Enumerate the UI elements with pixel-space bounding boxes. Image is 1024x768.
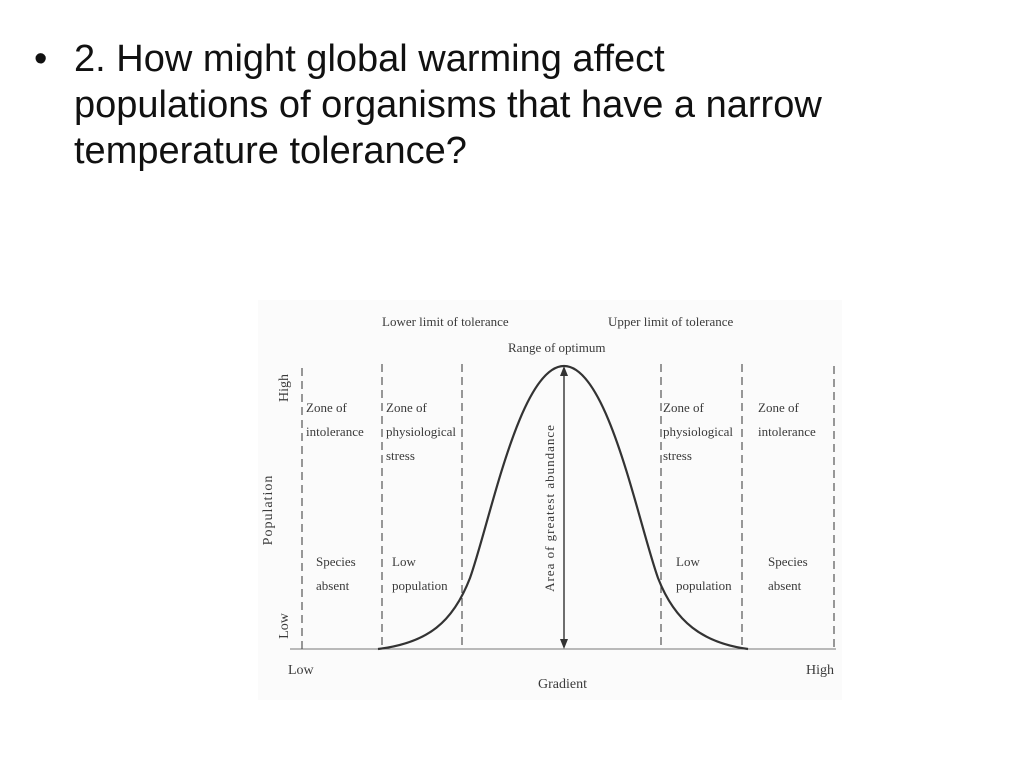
x-axis-high-label: High — [806, 663, 834, 678]
zone-left-intolerance-line1: Zone of — [306, 400, 347, 415]
zone-right-stress-line3: stress — [663, 448, 692, 463]
y-axis-title: Population — [261, 475, 276, 546]
abundance-arrow-head-top — [560, 366, 568, 376]
x-axis-low-label: Low — [288, 663, 315, 678]
note-left-low-line1: Low — [392, 554, 416, 569]
bullet-marker: • — [34, 38, 48, 80]
question-text: 2. How might global warming affect popul… — [74, 38, 822, 172]
note-left-absent-line2: absent — [316, 578, 350, 593]
slide-question: • 2. How might global warming affect pop… — [34, 36, 854, 174]
note-left-low-line2: population — [392, 578, 448, 593]
note-right-low-line2: population — [676, 578, 732, 593]
zone-right-intolerance-line2: intolerance — [758, 424, 816, 439]
tolerance-diagram-svg: Lower limit of tolerance Upper limit of … — [261, 314, 836, 692]
note-right-absent-line1: Species — [768, 554, 808, 569]
zone-right-intolerance-line1: Zone of — [758, 400, 799, 415]
upper-limit-label: Upper limit of tolerance — [608, 314, 733, 329]
zone-left-stress-line1: Zone of — [386, 400, 427, 415]
lower-limit-label: Lower limit of tolerance — [382, 314, 509, 329]
zone-left-stress-line2: physiological — [386, 424, 456, 439]
tolerance-diagram: Lower limit of tolerance Upper limit of … — [258, 300, 842, 700]
y-axis-low-label: Low — [277, 612, 292, 639]
note-left-absent-line1: Species — [316, 554, 356, 569]
abundance-label: Area of greatest abundance — [542, 424, 557, 592]
abundance-arrow-head-bottom — [560, 639, 568, 649]
zone-right-stress-line2: physiological — [663, 424, 733, 439]
y-axis-high-label: High — [277, 374, 292, 402]
zone-left-intolerance-line2: intolerance — [306, 424, 364, 439]
note-right-low-line1: Low — [676, 554, 700, 569]
x-axis-title: Gradient — [538, 677, 587, 692]
zone-right-stress-line1: Zone of — [663, 400, 704, 415]
optimum-label: Range of optimum — [508, 340, 606, 355]
zone-left-stress-line3: stress — [386, 448, 415, 463]
note-right-absent-line2: absent — [768, 578, 802, 593]
